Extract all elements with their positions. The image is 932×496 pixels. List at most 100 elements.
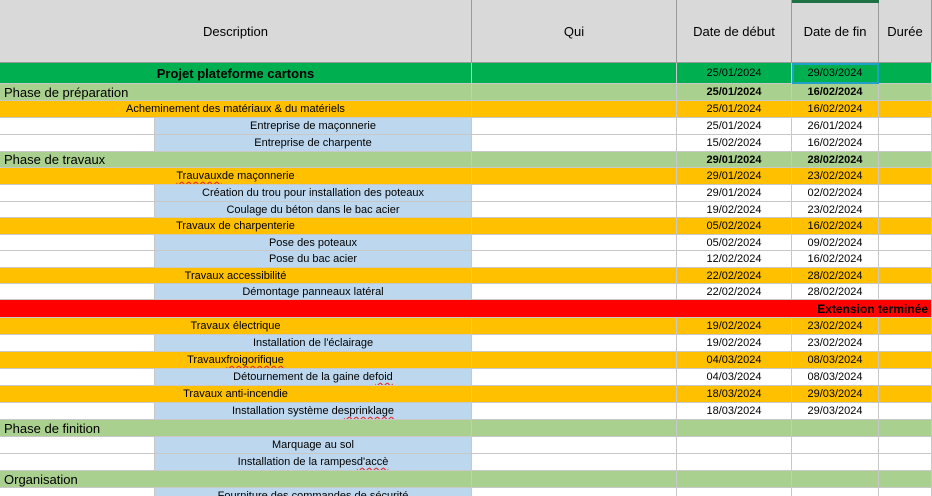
qui-cell[interactable] — [472, 101, 677, 118]
end-date-cell[interactable]: 28/02/2024 — [792, 268, 879, 284]
start-date-cell[interactable]: 25/01/2024 — [677, 101, 792, 118]
row-indent-cell[interactable] — [0, 118, 155, 135]
duration-cell[interactable] — [879, 471, 932, 488]
start-date-cell[interactable]: 04/03/2024 — [677, 369, 792, 386]
duration-cell[interactable] — [879, 101, 932, 118]
qui-cell[interactable] — [472, 403, 677, 420]
description-cell[interactable]: Entreprise de maçonnerie — [155, 118, 472, 135]
end-date-cell[interactable]: 23/02/2024 — [792, 202, 879, 218]
description-cell[interactable]: Travaux de charpenterie — [0, 218, 472, 235]
duration-cell[interactable] — [879, 268, 932, 284]
duration-cell[interactable] — [879, 152, 932, 168]
qui-cell[interactable] — [472, 420, 677, 437]
qui-cell[interactable] — [472, 318, 677, 335]
row-indent-cell[interactable] — [0, 235, 155, 251]
duration-cell[interactable] — [879, 218, 932, 235]
duration-cell[interactable] — [879, 168, 932, 185]
duration-cell[interactable] — [879, 352, 932, 369]
start-date-cell[interactable]: 25/01/2024 — [677, 84, 792, 101]
start-date-cell[interactable]: 18/03/2024 — [677, 386, 792, 403]
start-date-cell[interactable]: 19/02/2024 — [677, 202, 792, 218]
qui-cell[interactable] — [472, 84, 677, 101]
description-cell[interactable]: Acheminement des matériaux & du matériel… — [0, 101, 472, 118]
duration-cell[interactable] — [879, 454, 932, 471]
duration-cell[interactable] — [879, 251, 932, 268]
duration-cell[interactable] — [879, 135, 932, 152]
qui-cell[interactable] — [472, 168, 677, 185]
end-date-cell[interactable] — [792, 454, 879, 471]
qui-cell[interactable] — [472, 63, 677, 84]
end-date-cell[interactable]: 16/02/2024 — [792, 251, 879, 268]
start-date-cell[interactable]: 22/02/2024 — [677, 268, 792, 284]
row-indent-cell[interactable] — [0, 185, 155, 202]
qui-cell[interactable] — [472, 135, 677, 152]
row-indent-cell[interactable] — [0, 454, 155, 471]
end-date-cell[interactable]: 09/02/2024 — [792, 235, 879, 251]
duration-cell[interactable] — [879, 420, 932, 437]
end-date-cell[interactable]: 08/03/2024 — [792, 352, 879, 369]
description-cell[interactable]: Travaux anti-incendie — [0, 386, 472, 403]
selected-end-date-cell[interactable]: 29/03/2024 — [792, 63, 879, 84]
duration-cell[interactable] — [879, 202, 932, 218]
header-end-date[interactable]: Date de fin — [792, 0, 879, 63]
duration-cell[interactable] — [879, 403, 932, 420]
row-indent-cell[interactable] — [0, 488, 155, 496]
qui-cell[interactable] — [472, 218, 677, 235]
description-cell[interactable]: Installation de l'éclairage — [155, 335, 472, 352]
description-cell[interactable]: Phase de préparation — [0, 84, 472, 101]
description-cell[interactable]: Organisation — [0, 471, 472, 488]
start-date-cell[interactable]: 29/01/2024 — [677, 152, 792, 168]
duration-cell[interactable] — [879, 84, 932, 101]
description-cell[interactable]: Démontage panneaux latéral — [155, 284, 472, 300]
start-date-cell[interactable] — [677, 420, 792, 437]
end-date-cell[interactable]: 28/02/2024 — [792, 152, 879, 168]
extension-status-cell[interactable]: Extension terminée — [0, 300, 932, 318]
end-date-cell[interactable] — [792, 488, 879, 496]
qui-cell[interactable] — [472, 488, 677, 496]
duration-cell[interactable] — [879, 235, 932, 251]
start-date-cell[interactable]: 22/02/2024 — [677, 284, 792, 300]
row-indent-cell[interactable] — [0, 335, 155, 352]
qui-cell[interactable] — [472, 251, 677, 268]
start-date-cell[interactable]: 25/01/2024 — [677, 63, 792, 84]
end-date-cell[interactable]: 02/02/2024 — [792, 185, 879, 202]
start-date-cell[interactable]: 25/01/2024 — [677, 118, 792, 135]
qui-cell[interactable] — [472, 284, 677, 300]
qui-cell[interactable] — [472, 471, 677, 488]
duration-cell[interactable] — [879, 185, 932, 202]
end-date-cell[interactable]: 29/03/2024 — [792, 403, 879, 420]
qui-cell[interactable] — [472, 454, 677, 471]
description-cell[interactable]: Coulage du béton dans le bac acier — [155, 202, 472, 218]
row-indent-cell[interactable] — [0, 251, 155, 268]
row-indent-cell[interactable] — [0, 403, 155, 420]
start-date-cell[interactable]: 05/02/2024 — [677, 235, 792, 251]
description-cell[interactable]: Pose du bac acier — [155, 251, 472, 268]
start-date-cell[interactable]: 29/01/2024 — [677, 185, 792, 202]
start-date-cell[interactable]: 12/02/2024 — [677, 251, 792, 268]
qui-cell[interactable] — [472, 369, 677, 386]
description-cell[interactable]: Entreprise de charpente — [155, 135, 472, 152]
duration-cell[interactable] — [879, 63, 932, 84]
end-date-cell[interactable]: 16/02/2024 — [792, 218, 879, 235]
description-cell[interactable]: Pose des poteaux — [155, 235, 472, 251]
duration-cell[interactable] — [879, 318, 932, 335]
qui-cell[interactable] — [472, 202, 677, 218]
end-date-cell[interactable]: 23/02/2024 — [792, 335, 879, 352]
end-date-cell[interactable]: 26/01/2024 — [792, 118, 879, 135]
qui-cell[interactable] — [472, 437, 677, 454]
description-cell[interactable]: Travaux froigorifique — [0, 352, 472, 369]
duration-cell[interactable] — [879, 437, 932, 454]
row-indent-cell[interactable] — [0, 284, 155, 300]
duration-cell[interactable] — [879, 488, 932, 496]
description-cell[interactable]: Installation système de sprinklage — [155, 403, 472, 420]
end-date-cell[interactable] — [792, 420, 879, 437]
description-cell[interactable]: Travaux accessibilité — [0, 268, 472, 284]
start-date-cell[interactable] — [677, 454, 792, 471]
header-qui[interactable]: Qui — [472, 0, 677, 63]
qui-cell[interactable] — [472, 235, 677, 251]
description-cell[interactable]: Phase de finition — [0, 420, 472, 437]
row-indent-cell[interactable] — [0, 437, 155, 454]
end-date-cell[interactable]: 16/02/2024 — [792, 84, 879, 101]
end-date-cell[interactable]: 16/02/2024 — [792, 101, 879, 118]
description-cell[interactable]: Travaux électrique — [0, 318, 472, 335]
